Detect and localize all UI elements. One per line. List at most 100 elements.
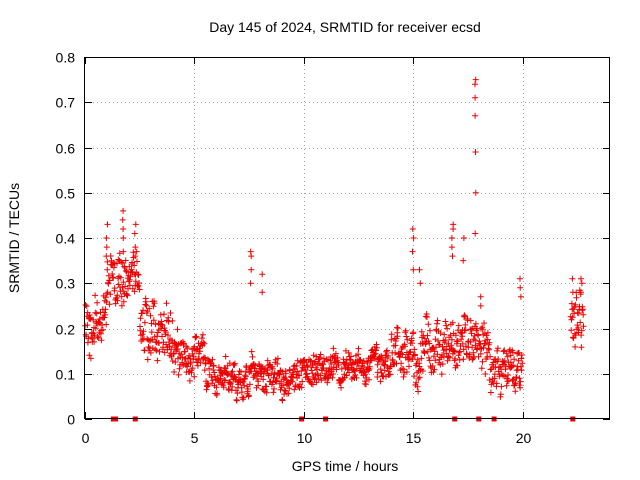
- data-point: [98, 337, 105, 344]
- data-point: [123, 267, 129, 274]
- data-point: [259, 289, 266, 296]
- data-point: [153, 347, 160, 354]
- data-point: [572, 343, 579, 350]
- data-point: [374, 361, 381, 368]
- data-point: [178, 351, 185, 358]
- data-point: [362, 371, 369, 378]
- data-point: [510, 362, 517, 369]
- data-point: [214, 390, 221, 397]
- data-point: [409, 356, 416, 362]
- data-point: [353, 374, 360, 381]
- data-point: [569, 289, 576, 296]
- data-point: [238, 368, 244, 375]
- data-point: [298, 368, 305, 374]
- data-point: [115, 281, 122, 288]
- data-point: [568, 327, 575, 334]
- y-tick-label: 0.6: [56, 141, 76, 157]
- data-point: [377, 366, 384, 373]
- data-point: [171, 369, 178, 375]
- data-point: [157, 311, 164, 318]
- data-point: [517, 293, 524, 300]
- data-point: [168, 346, 175, 353]
- data-point: [454, 337, 461, 344]
- data-point: [289, 378, 296, 385]
- data-point: [167, 310, 174, 316]
- data-point: [449, 253, 456, 260]
- data-point: [365, 367, 372, 374]
- data-point: [580, 323, 587, 330]
- data-point: [92, 292, 99, 299]
- data-point: [480, 344, 487, 351]
- data-point: [482, 371, 489, 377]
- data-point: [378, 369, 385, 376]
- data-point: [191, 373, 198, 380]
- data-point: [161, 349, 168, 356]
- data-point: [363, 381, 369, 388]
- data-point: [407, 348, 414, 355]
- data-point: [246, 381, 253, 388]
- data-point: [307, 357, 314, 364]
- data-point: [312, 375, 318, 382]
- data-point: [247, 280, 254, 287]
- data-point: [238, 389, 245, 396]
- data-point: [240, 378, 247, 385]
- data-point: [495, 356, 502, 363]
- data-point: [338, 365, 345, 372]
- data-point: [151, 300, 158, 307]
- data-point: [233, 397, 240, 404]
- data-point: [144, 356, 151, 363]
- data-point: [472, 94, 479, 101]
- data-point: [260, 376, 267, 383]
- data-point: [366, 376, 372, 383]
- data-point: [472, 342, 479, 349]
- data-point: [133, 248, 140, 255]
- data-point: [279, 397, 286, 404]
- data-point: [269, 379, 276, 386]
- data-point: [578, 327, 585, 334]
- data-point: [94, 333, 101, 340]
- data-point: [169, 317, 176, 324]
- data-point: [575, 329, 582, 336]
- data-point: [460, 235, 467, 241]
- data-point: [201, 354, 207, 361]
- data-point: [473, 346, 480, 353]
- data-point: [518, 352, 525, 358]
- data-point: [118, 302, 125, 309]
- data-point: [508, 363, 515, 370]
- data-point: [189, 365, 196, 372]
- data-point: [466, 351, 473, 358]
- y-axis-label: SRMTID / TECUs: [6, 183, 22, 293]
- data-point: [371, 351, 378, 358]
- data-point: [263, 383, 270, 390]
- data-point: [357, 357, 364, 363]
- data-point: [198, 335, 205, 342]
- data-point: [118, 293, 125, 300]
- data-point: [362, 378, 369, 385]
- data-point: [130, 249, 137, 256]
- data-point: [448, 336, 455, 343]
- data-point: [518, 367, 525, 374]
- data-point: [472, 337, 479, 344]
- data-point: [107, 291, 114, 298]
- data-point: [447, 332, 454, 339]
- data-point: [452, 355, 459, 362]
- data-point: [456, 356, 463, 363]
- data-point: [148, 329, 155, 336]
- data-point: [231, 360, 238, 367]
- data-point: [102, 294, 109, 301]
- data-point: [248, 368, 255, 375]
- data-point: [574, 309, 581, 316]
- data-point: [433, 344, 439, 351]
- data-point: [309, 370, 316, 377]
- data-point: [84, 322, 91, 329]
- data-point: [452, 332, 459, 339]
- data-point: [516, 382, 523, 389]
- data-point: [282, 370, 289, 377]
- data-point: [434, 320, 440, 327]
- data-point: [131, 288, 138, 295]
- data-point: [455, 322, 462, 329]
- data-point: [234, 390, 241, 397]
- data-point: [444, 325, 451, 332]
- data-point: [210, 362, 217, 369]
- data-point: [132, 253, 139, 260]
